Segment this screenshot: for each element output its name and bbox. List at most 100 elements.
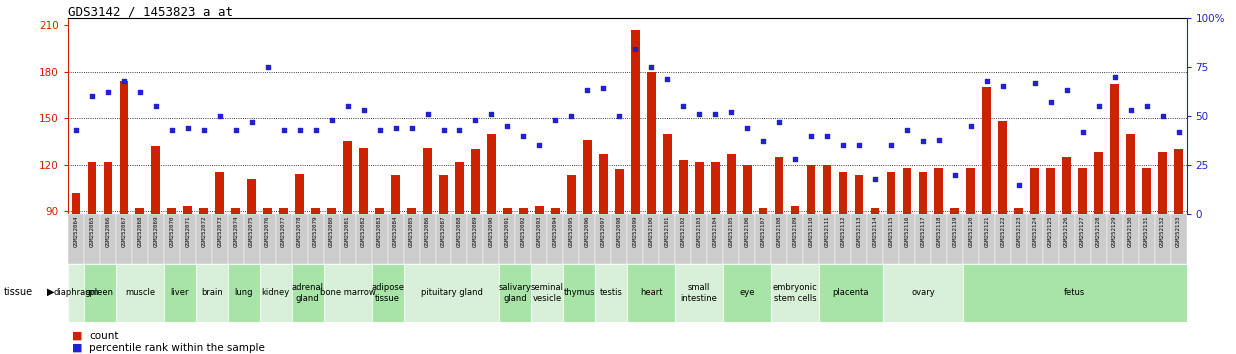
Bar [499, 214, 515, 264]
Bar [950, 208, 959, 214]
Bar [791, 206, 800, 214]
Point [545, 117, 565, 123]
Text: GSM252066: GSM252066 [105, 216, 110, 247]
Text: tissue: tissue [4, 287, 33, 297]
Text: muscle: muscle [125, 289, 154, 297]
Point [1009, 182, 1028, 188]
Text: GSM252072: GSM252072 [201, 216, 206, 247]
Point [561, 113, 581, 119]
Bar [167, 208, 177, 214]
Bar [1027, 214, 1043, 264]
Bar [564, 214, 580, 264]
Bar [388, 214, 404, 264]
Bar [183, 206, 193, 214]
Point [482, 111, 502, 117]
Bar [308, 214, 324, 264]
Bar [292, 214, 308, 264]
Text: GSM252093: GSM252093 [536, 216, 541, 247]
Bar [596, 214, 612, 264]
Text: GSM252106: GSM252106 [744, 216, 749, 247]
Text: GSM252070: GSM252070 [169, 216, 174, 247]
Bar [199, 208, 208, 214]
Text: bone marrow: bone marrow [320, 289, 376, 297]
Bar [691, 214, 707, 264]
Bar [963, 214, 979, 264]
Point [849, 143, 869, 148]
Text: GSM252087: GSM252087 [441, 216, 446, 247]
Text: GSM252068: GSM252068 [137, 216, 142, 247]
Point [450, 127, 470, 132]
Bar [455, 161, 464, 214]
Bar [535, 206, 544, 214]
Bar [439, 176, 447, 214]
Point [897, 127, 917, 132]
Point [321, 117, 341, 123]
Bar [84, 264, 116, 322]
Bar [211, 214, 227, 264]
Bar [423, 148, 431, 214]
Bar [1154, 214, 1170, 264]
Text: GSM252111: GSM252111 [824, 216, 829, 247]
Bar [231, 208, 240, 214]
Bar [771, 214, 787, 264]
Bar [356, 214, 372, 264]
Bar [596, 264, 628, 322]
Bar [787, 214, 803, 264]
Point [1153, 113, 1173, 119]
Text: GSM252104: GSM252104 [713, 216, 718, 247]
Bar [931, 214, 947, 264]
Bar [164, 264, 195, 322]
Bar [84, 214, 100, 264]
Bar [1075, 214, 1090, 264]
Text: spleen: spleen [87, 289, 114, 297]
Bar [564, 264, 596, 322]
Bar [771, 264, 819, 322]
Bar [72, 193, 80, 214]
Point [226, 127, 246, 132]
Point [1169, 129, 1189, 135]
Bar [918, 172, 927, 214]
Text: thymus: thymus [564, 289, 595, 297]
Bar [531, 214, 548, 264]
Bar [403, 214, 419, 264]
Bar [1110, 84, 1119, 214]
Bar [803, 214, 819, 264]
Bar [999, 121, 1007, 214]
Bar [403, 264, 499, 322]
Point [817, 133, 837, 138]
Point [178, 125, 198, 131]
Text: heart: heart [640, 289, 662, 297]
Text: GSM252092: GSM252092 [520, 216, 525, 247]
Bar [1126, 134, 1135, 214]
Bar [372, 264, 404, 322]
Text: salivary
gland: salivary gland [499, 283, 531, 303]
Bar [116, 214, 132, 264]
Text: GSM252073: GSM252073 [218, 216, 222, 247]
Text: ■: ■ [72, 331, 82, 341]
Bar [292, 264, 324, 322]
Point [337, 103, 357, 109]
Bar [360, 148, 368, 214]
Text: seminal
vesicle: seminal vesicle [531, 283, 564, 303]
Bar [854, 176, 864, 214]
Point [498, 123, 518, 129]
Point [1073, 129, 1093, 135]
Text: GSM252080: GSM252080 [329, 216, 334, 247]
Text: GSM252064: GSM252064 [73, 216, 78, 247]
Bar [503, 208, 512, 214]
Bar [580, 214, 596, 264]
Bar [328, 208, 336, 214]
Text: GSM252120: GSM252120 [968, 216, 973, 247]
Text: GSM252084: GSM252084 [393, 216, 398, 247]
Text: GSM252113: GSM252113 [857, 216, 861, 247]
Text: GSM252103: GSM252103 [697, 216, 702, 247]
Bar [467, 214, 483, 264]
Text: GSM252077: GSM252077 [282, 216, 287, 247]
Bar [372, 214, 388, 264]
Point [1105, 74, 1125, 79]
Text: liver: liver [171, 289, 189, 297]
Text: GSM252114: GSM252114 [873, 216, 878, 247]
Text: ■: ■ [72, 343, 82, 353]
Text: percentile rank within the sample: percentile rank within the sample [89, 343, 265, 353]
Bar [614, 169, 624, 214]
